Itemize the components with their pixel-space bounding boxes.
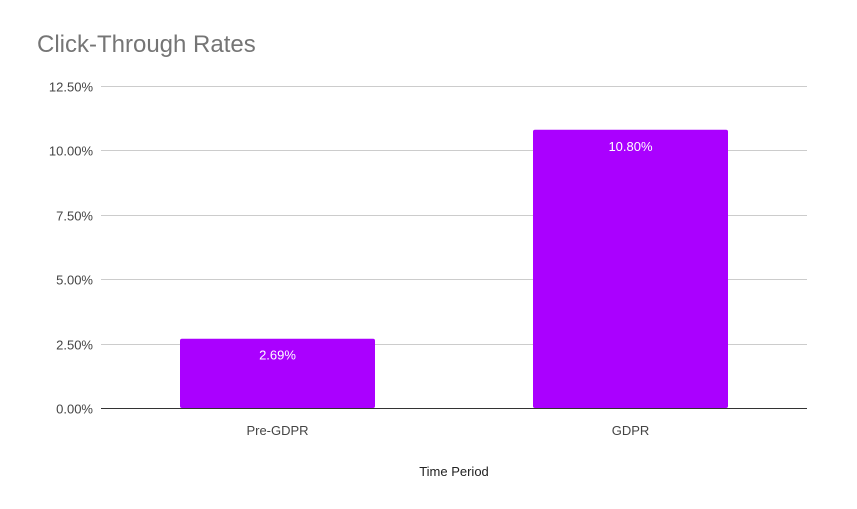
y-axis-ticks: 0.00% 2.50% 5.00% 7.50% 10.00% 12.50%	[49, 80, 94, 417]
data-label: 10.80%	[608, 139, 653, 154]
y-tick-label: 7.50%	[56, 209, 93, 224]
y-tick-label: 0.00%	[56, 402, 93, 417]
x-tick-label: Pre-GDPR	[246, 423, 308, 438]
y-tick-label: 10.00%	[49, 144, 94, 159]
bars: 2.69% 10.80%	[101, 129, 807, 409]
x-axis-title: Time Period	[419, 464, 489, 479]
y-tick-label: 12.50%	[49, 80, 94, 95]
bar	[533, 129, 728, 409]
chart-title: Click-Through Rates	[37, 31, 256, 58]
y-tick-label: 2.50%	[56, 338, 93, 353]
x-tick-label: GDPR	[612, 423, 650, 438]
bar	[180, 338, 375, 408]
y-tick-label: 5.00%	[56, 273, 93, 288]
data-label: 2.69%	[259, 348, 296, 363]
x-axis-ticks: Pre-GDPR GDPR	[246, 423, 649, 438]
